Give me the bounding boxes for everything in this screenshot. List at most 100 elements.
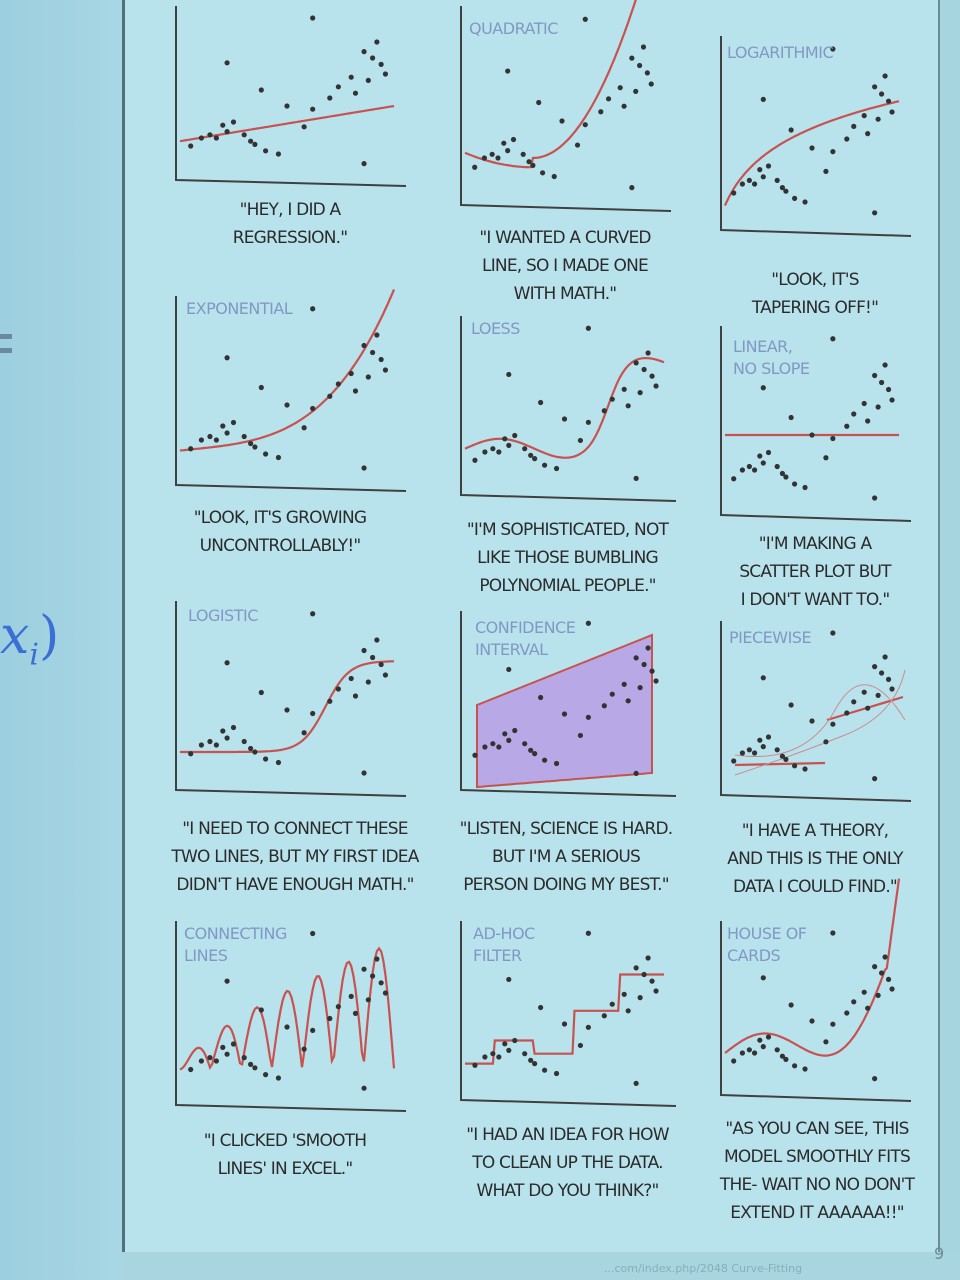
- data-point: [885, 976, 892, 982]
- panel-logistic: LOGISTIC "I NEED TO CONNECT THESE TWO LI…: [170, 595, 432, 905]
- data-point: [284, 707, 290, 713]
- data-point: [760, 460, 766, 466]
- data-point: [621, 681, 627, 687]
- data-point: [851, 123, 857, 129]
- data-point: [746, 177, 752, 183]
- data-point: [653, 383, 659, 389]
- data-point: [879, 970, 885, 976]
- data-point: [220, 122, 226, 128]
- exponential-fit-curve: [179, 289, 396, 452]
- data-point: [802, 484, 808, 491]
- data-point: [490, 741, 496, 747]
- data-point: [637, 995, 643, 1001]
- data-point: [751, 750, 758, 756]
- data-point: [241, 738, 247, 745]
- data-point: [653, 988, 659, 994]
- data-point: [765, 449, 772, 456]
- data-point: [224, 660, 230, 666]
- plot-axes: [175, 296, 407, 492]
- connecting-lines-plot: [175, 921, 407, 1112]
- data-point: [731, 758, 737, 764]
- confidence-band: [476, 633, 653, 789]
- data-point: [889, 986, 895, 992]
- data-point: [774, 463, 780, 470]
- data-point: [851, 411, 857, 417]
- slide-footer-strip: [122, 1252, 960, 1280]
- panel-title: CONNECTING LINES: [184, 924, 287, 965]
- data-point: [582, 16, 588, 22]
- data-point: [365, 679, 371, 685]
- data-point: [577, 732, 584, 739]
- panel-caption: "HEY, I DID A REGRESSION.": [232, 200, 348, 248]
- data-point: [536, 99, 542, 106]
- formula-paren: ): [38, 606, 60, 666]
- data-point: [522, 1051, 528, 1057]
- data-point: [207, 738, 213, 745]
- logistic-fit-curve: [180, 660, 394, 754]
- data-point: [788, 414, 794, 421]
- panel-house-of-cards: HOUSE OF CARDS "AS YOU CAN SEE, THIS MOD…: [715, 878, 940, 1235]
- data-point: [538, 694, 544, 701]
- data-point: [751, 1050, 758, 1056]
- data-point: [361, 647, 367, 654]
- data-point: [378, 356, 384, 363]
- data-point: [830, 721, 836, 727]
- data-point: [553, 1070, 560, 1077]
- data-point: [641, 661, 647, 668]
- data-point: [542, 462, 548, 468]
- data-point: [779, 185, 786, 191]
- panel-confidence-interval: CONFIDENCE INTERVAL "LISTEN, SCIENCE IS …: [455, 605, 680, 905]
- data-point: [335, 686, 341, 692]
- data-point: [792, 481, 798, 487]
- data-point: [774, 747, 780, 753]
- data-point: [284, 402, 290, 408]
- data-point: [739, 181, 745, 187]
- piecewise-segment-high: [826, 695, 904, 722]
- data-point: [241, 1055, 247, 1061]
- data-point: [633, 475, 639, 481]
- data-point: [882, 954, 888, 960]
- data-point: [361, 342, 367, 349]
- panel-title: LOGISTIC: [188, 606, 258, 625]
- formula-subscript: i: [29, 637, 39, 673]
- data-point: [751, 467, 758, 473]
- data-point: [645, 645, 651, 651]
- loess-fit-curve: [464, 357, 665, 459]
- data-point: [348, 74, 354, 80]
- data-point: [559, 118, 565, 124]
- piecewise-band-upper: [734, 669, 906, 776]
- data-point: [224, 978, 230, 984]
- data-point: [882, 362, 888, 368]
- panel-title: CONFIDENCE INTERVAL: [475, 618, 576, 659]
- data-point: [553, 760, 560, 767]
- data-point: [512, 1037, 518, 1044]
- data-point: [746, 1047, 752, 1053]
- data-point: [621, 103, 627, 109]
- data-point: [506, 442, 512, 448]
- data-point: [637, 685, 643, 691]
- data-point: [263, 148, 269, 154]
- data-point: [361, 770, 367, 776]
- data-point: [757, 1037, 763, 1043]
- data-point: [872, 372, 878, 379]
- panel-title: EXPONENTIAL: [186, 299, 293, 318]
- data-point: [882, 654, 888, 660]
- data-point: [582, 122, 588, 128]
- data-point: [788, 127, 794, 133]
- data-point: [617, 85, 623, 91]
- data-point: [241, 132, 247, 138]
- data-point: [779, 1053, 786, 1059]
- data-point: [506, 737, 512, 743]
- data-point: [765, 734, 772, 740]
- data-point: [327, 95, 333, 101]
- plot-axes: [460, 611, 677, 797]
- panel-piecewise: PIECEWISE "I HAVE A THEORY, AND THIS IS …: [715, 615, 915, 905]
- data-point: [585, 620, 591, 626]
- data-point: [542, 757, 548, 763]
- data-point: [378, 980, 384, 986]
- data-point: [889, 686, 895, 692]
- data-point: [335, 1004, 341, 1010]
- data-point: [528, 1057, 534, 1063]
- data-point: [490, 446, 496, 452]
- data-point: [512, 727, 518, 734]
